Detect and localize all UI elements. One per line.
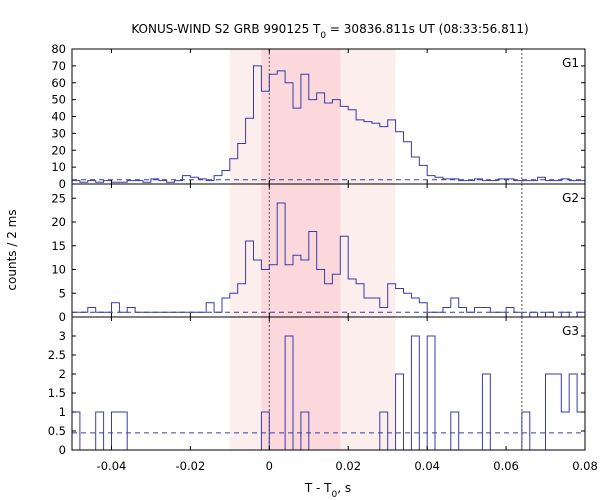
x-tick-label: 0	[266, 459, 273, 473]
panel-frame	[71, 316, 586, 451]
shaded-bands	[229, 49, 396, 450]
panel-label: G2	[562, 191, 579, 205]
y-tick-label: 20	[51, 143, 66, 157]
y-tick-label: 2.5	[48, 348, 66, 362]
y-tick-label: 1.5	[48, 386, 66, 400]
chart-title-rest: = 30836.811s UT (08:33:56.811)	[326, 22, 529, 36]
x-axis-label: T - T0, s	[304, 481, 351, 500]
y-tick-label: 10	[51, 263, 66, 277]
panel-label: G1	[562, 56, 579, 70]
histogram-g1	[72, 65, 585, 183]
x-axis-label-main: T - T	[304, 481, 332, 495]
y-tick-label: 0.5	[48, 424, 66, 438]
x-tick-label: 0.08	[572, 459, 598, 473]
y-tick-label: 20	[51, 215, 66, 229]
y-tick-label: 50	[51, 93, 66, 107]
y-tick-label: 15	[51, 239, 66, 253]
y-tick-label: 70	[51, 59, 66, 73]
y-tick-label: 10	[51, 160, 66, 174]
y-tick-label: 30	[51, 126, 66, 140]
chart-title-main: KONUS-WIND S2 GRB 990125 T	[131, 22, 321, 36]
panel-g3: 0 0.5 1 1.5 2 2.5 3 G3	[48, 316, 586, 457]
y-tick-label: 40	[51, 110, 66, 124]
y-tick-label: 0	[59, 443, 66, 457]
x-tick-label: 0.06	[493, 459, 519, 473]
y-tick-label: 2	[59, 367, 66, 381]
x-axis-label-rest: , s	[337, 481, 351, 495]
panel-label: G3	[562, 324, 579, 338]
chart-title-subscript: 0	[320, 31, 326, 41]
histogram-g2	[72, 202, 585, 318]
y-tick-label: 80	[51, 42, 66, 56]
panel-g1: 0 10 20 30 40 50 60 70 80 G1	[51, 42, 586, 191]
y-tick-label: 5	[59, 286, 66, 300]
x-tick-label: 0.02	[335, 459, 361, 473]
shaded-band-inner	[261, 49, 341, 450]
y-tick-label: 1	[59, 405, 66, 419]
chart-title: KONUS-WIND S2 GRB 990125 T0 = 30836.811s…	[131, 22, 528, 41]
y-tick-label: 60	[51, 76, 66, 90]
y-tick-label: 0	[59, 177, 66, 191]
y-tick-label: 0	[59, 310, 66, 324]
y-tick-label: 3	[59, 329, 66, 343]
x-tick-label: -0.04	[97, 459, 127, 473]
x-tick-label: -0.02	[176, 459, 206, 473]
y-axis-label: counts / 2 ms	[5, 209, 19, 290]
x-axis-label-subscript: 0	[332, 490, 338, 500]
y-tick-label: 25	[51, 191, 66, 205]
x-tick-label: 0.04	[414, 459, 440, 473]
